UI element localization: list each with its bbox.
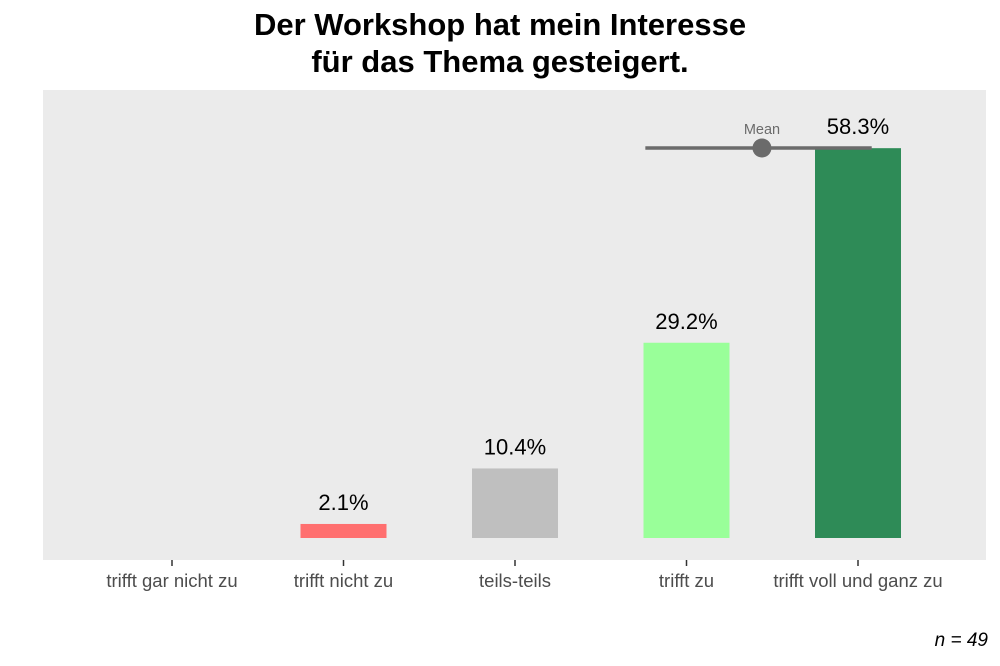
x-tick-label-4: trifft voll und ganz zu xyxy=(773,570,942,591)
bar-4 xyxy=(815,148,901,538)
sample-size-note: n = 49 xyxy=(934,630,988,651)
x-tick-label-2: teils-teils xyxy=(479,570,551,591)
bar-2 xyxy=(472,468,558,538)
x-tick-label-0: trifft gar nicht zu xyxy=(106,570,237,591)
bar-3 xyxy=(643,342,730,538)
data-label-4: 58.3% xyxy=(827,114,889,139)
chart-title: Der Workshop hat mein Interesse für das … xyxy=(0,6,1000,80)
x-tick-label-3: trifft zu xyxy=(659,570,714,591)
x-tick-label-1: trifft nicht zu xyxy=(294,570,393,591)
data-label-2: 10.4% xyxy=(484,434,546,459)
data-label-3: 29.2% xyxy=(655,309,717,334)
chart-title-line-2: für das Thema gesteigert. xyxy=(311,44,689,79)
bar-1 xyxy=(300,523,387,538)
mean-label: Mean xyxy=(744,122,780,138)
mean-point xyxy=(752,138,772,158)
data-label-1: 2.1% xyxy=(318,490,368,515)
chart-title-line-1: Der Workshop hat mein Interesse xyxy=(253,7,747,42)
